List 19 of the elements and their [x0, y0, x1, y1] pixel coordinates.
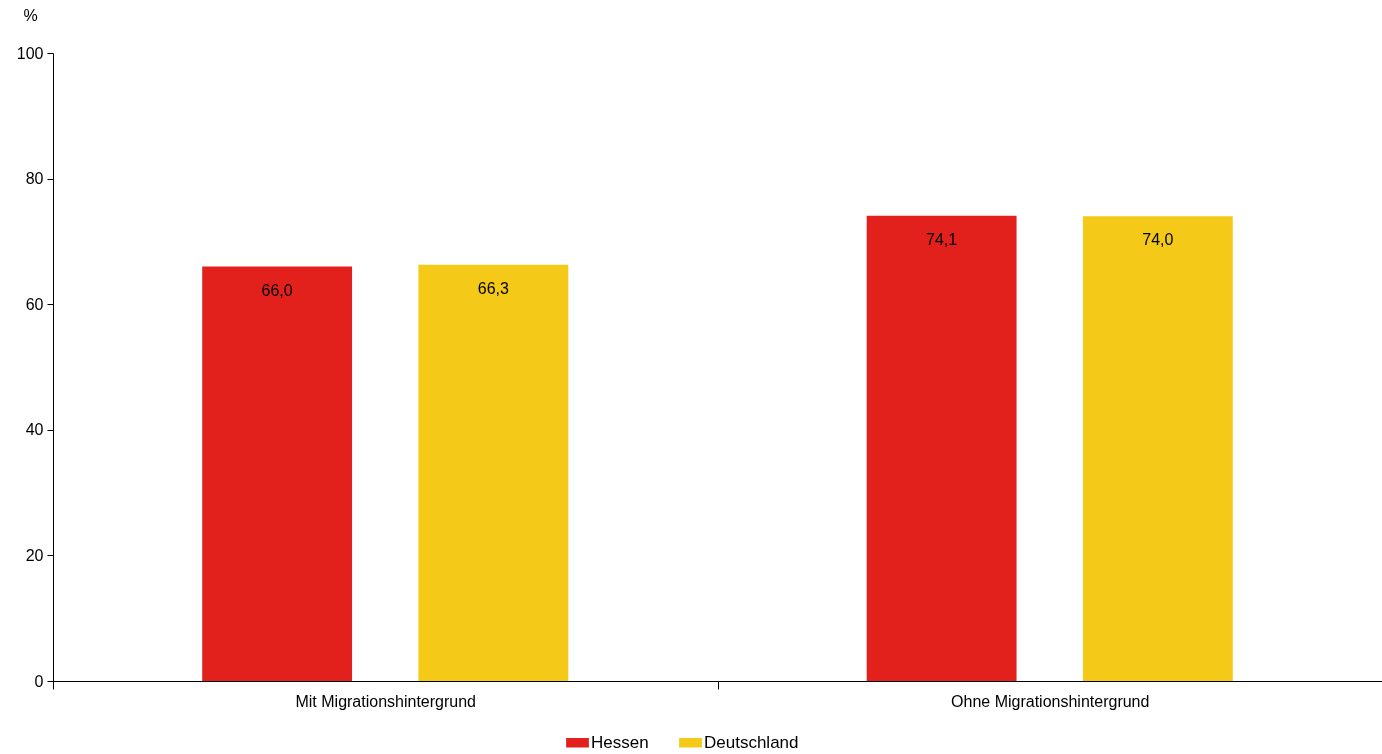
data-label: 66,0 — [261, 281, 293, 299]
bar — [202, 266, 353, 681]
data-label: 74,0 — [1142, 231, 1174, 249]
y-tick-label: 80 — [25, 170, 44, 188]
bar — [866, 215, 1017, 681]
y-tick-label: 20 — [25, 546, 44, 564]
y-tick-label: 60 — [25, 295, 44, 313]
legend-label: Deutschland — [704, 732, 799, 752]
y-tick-label: 0 — [34, 672, 44, 690]
data-label: 66,3 — [477, 279, 510, 297]
bar — [418, 264, 569, 681]
y-tick-label: 100 — [16, 44, 44, 62]
bar — [1082, 216, 1233, 681]
y-axis-title: % — [23, 6, 38, 24]
legend-label: Hessen — [591, 732, 649, 752]
data-label: 74,1 — [926, 230, 958, 248]
x-tick-label: Ohne Migrationshintergrund — [951, 692, 1150, 710]
y-tick-label: 40 — [25, 421, 44, 439]
x-tick-label: Mit Migrationshintergrund — [295, 692, 477, 710]
